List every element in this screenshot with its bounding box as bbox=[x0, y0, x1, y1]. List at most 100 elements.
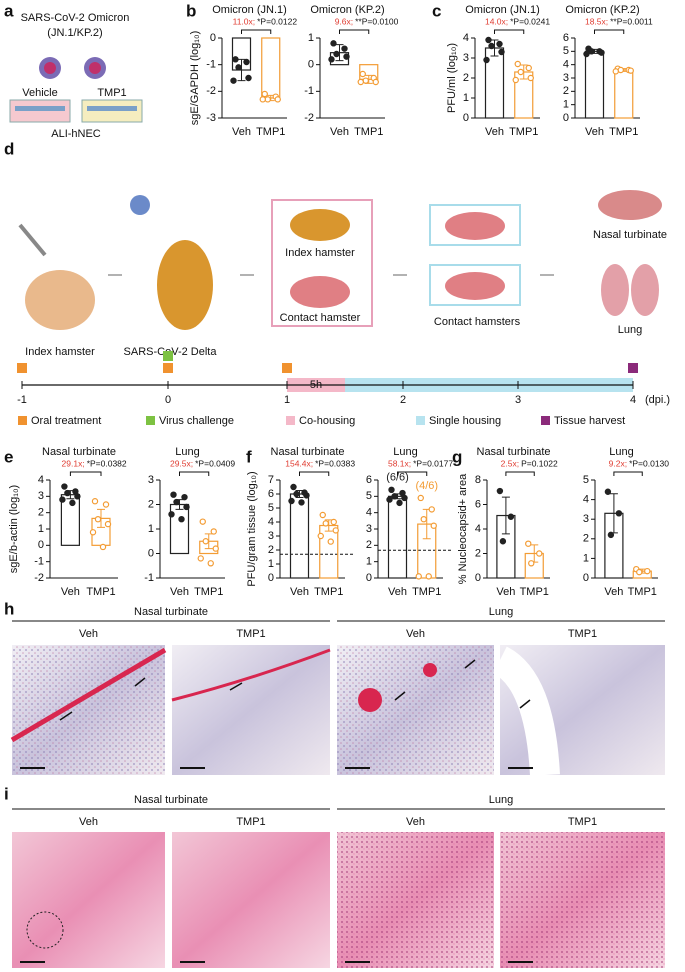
x-tick-label: TMP1 bbox=[609, 126, 638, 138]
data-point bbox=[303, 492, 310, 499]
lung-icon bbox=[601, 264, 629, 316]
legend-label: Virus challenge bbox=[159, 415, 234, 427]
column-header: TMP1 bbox=[568, 816, 597, 828]
error-bar bbox=[237, 58, 246, 82]
column-header: Veh bbox=[406, 628, 425, 640]
significance-bracket bbox=[241, 29, 272, 34]
arrow bbox=[59, 659, 531, 721]
data-point bbox=[417, 494, 424, 502]
data-point bbox=[517, 68, 524, 76]
y-tick-label: 3 bbox=[148, 474, 154, 486]
y-tick-label: -2 bbox=[34, 572, 44, 584]
data-point bbox=[527, 74, 534, 82]
p-value: **P=0.0100 bbox=[355, 16, 399, 26]
data-point bbox=[232, 56, 239, 63]
micrograph bbox=[12, 832, 165, 968]
airway bbox=[492, 646, 560, 776]
p-value: *P=0.0383 bbox=[315, 458, 355, 468]
data-point bbox=[362, 77, 369, 84]
y-tick-label: -2 bbox=[206, 85, 216, 97]
legend-label: Tissue harvest bbox=[554, 415, 625, 427]
data-point bbox=[102, 501, 110, 508]
data-point bbox=[61, 483, 68, 490]
data-point bbox=[343, 53, 350, 60]
y-tick-label: -1 bbox=[304, 85, 314, 97]
column-header: TMP1 bbox=[236, 816, 265, 828]
p-value: *P=0.0241 bbox=[510, 16, 550, 26]
y-tick-label: 0 bbox=[563, 112, 569, 124]
y-tick-label: 2 bbox=[366, 539, 372, 551]
p-value: *P=0.0122 bbox=[257, 16, 297, 26]
turbinate-icon bbox=[598, 190, 662, 220]
data-point bbox=[91, 498, 99, 505]
data-point bbox=[525, 540, 532, 547]
p-value: *P=0.0382 bbox=[87, 458, 127, 468]
hamster-icon bbox=[25, 270, 95, 330]
data-point bbox=[612, 68, 619, 75]
data-point bbox=[178, 516, 185, 523]
data-point bbox=[598, 49, 605, 56]
data-point bbox=[617, 66, 624, 74]
y-tick-label: 3 bbox=[366, 523, 372, 535]
data-point bbox=[69, 499, 76, 507]
timeline-marker bbox=[628, 363, 638, 373]
data-point bbox=[328, 56, 335, 63]
y-tick-label: 5 bbox=[563, 45, 569, 57]
data-point bbox=[391, 493, 398, 500]
data-point bbox=[359, 70, 366, 78]
data-point bbox=[230, 77, 237, 84]
micrograph bbox=[337, 832, 494, 968]
p-value: **P=0.0011 bbox=[610, 16, 653, 26]
syringe bbox=[18, 223, 47, 257]
data-point bbox=[644, 567, 651, 575]
data-point bbox=[496, 487, 504, 495]
y-tick-label: 0 bbox=[366, 572, 372, 584]
data-point bbox=[181, 493, 188, 501]
y-tick-label: 0 bbox=[308, 59, 314, 71]
virus-icon bbox=[89, 62, 101, 74]
x-tick-label: Veh bbox=[388, 586, 407, 598]
y-tick-label: 2 bbox=[463, 72, 469, 84]
data-point bbox=[197, 555, 204, 562]
data-point bbox=[525, 64, 532, 72]
stain bbox=[10, 647, 167, 743]
timeline-tick-label: 0 bbox=[165, 394, 171, 406]
hamster-icon bbox=[445, 212, 505, 240]
data-point bbox=[636, 568, 643, 576]
y-tick-label: 5 bbox=[366, 490, 372, 502]
timeline-marker bbox=[282, 363, 292, 373]
single-box bbox=[429, 204, 521, 246]
annotation-circle bbox=[26, 911, 64, 949]
y-tick-label: 0 bbox=[268, 572, 274, 584]
y-tick-label: 7 bbox=[268, 474, 274, 486]
data-point bbox=[59, 496, 66, 503]
error-bar bbox=[490, 39, 499, 57]
data-point bbox=[415, 573, 422, 580]
data-point bbox=[428, 506, 435, 513]
data-point bbox=[293, 490, 300, 498]
single-box bbox=[429, 264, 521, 306]
data-point bbox=[99, 543, 107, 551]
data-point bbox=[615, 510, 623, 517]
schematic-subtitle: (JN.1/KP.2) bbox=[47, 27, 102, 39]
y-tick-label: 4 bbox=[563, 59, 569, 71]
data-point bbox=[425, 573, 432, 580]
data-point bbox=[327, 538, 334, 545]
data-point bbox=[607, 531, 615, 539]
timeline-tick-label: 3 bbox=[515, 394, 521, 406]
timeline-unit: (dpi.) bbox=[645, 394, 670, 406]
cells bbox=[15, 106, 65, 111]
y-tick-label: 3 bbox=[583, 513, 589, 525]
schematic-label: Index hamster bbox=[25, 346, 95, 358]
virus-icon bbox=[130, 195, 150, 215]
schematic-title: SARS-CoV-2 Omicron bbox=[21, 12, 130, 24]
data-point bbox=[488, 42, 495, 50]
y-tick-label: 1 bbox=[366, 556, 372, 568]
y-tick-label: 3 bbox=[563, 72, 569, 84]
data-point bbox=[341, 45, 348, 52]
data-point bbox=[319, 511, 326, 519]
schematic-label: Index hamster bbox=[285, 247, 355, 259]
cells bbox=[87, 106, 137, 111]
data-point bbox=[499, 538, 507, 545]
y-tick-label: 0 bbox=[475, 572, 481, 584]
